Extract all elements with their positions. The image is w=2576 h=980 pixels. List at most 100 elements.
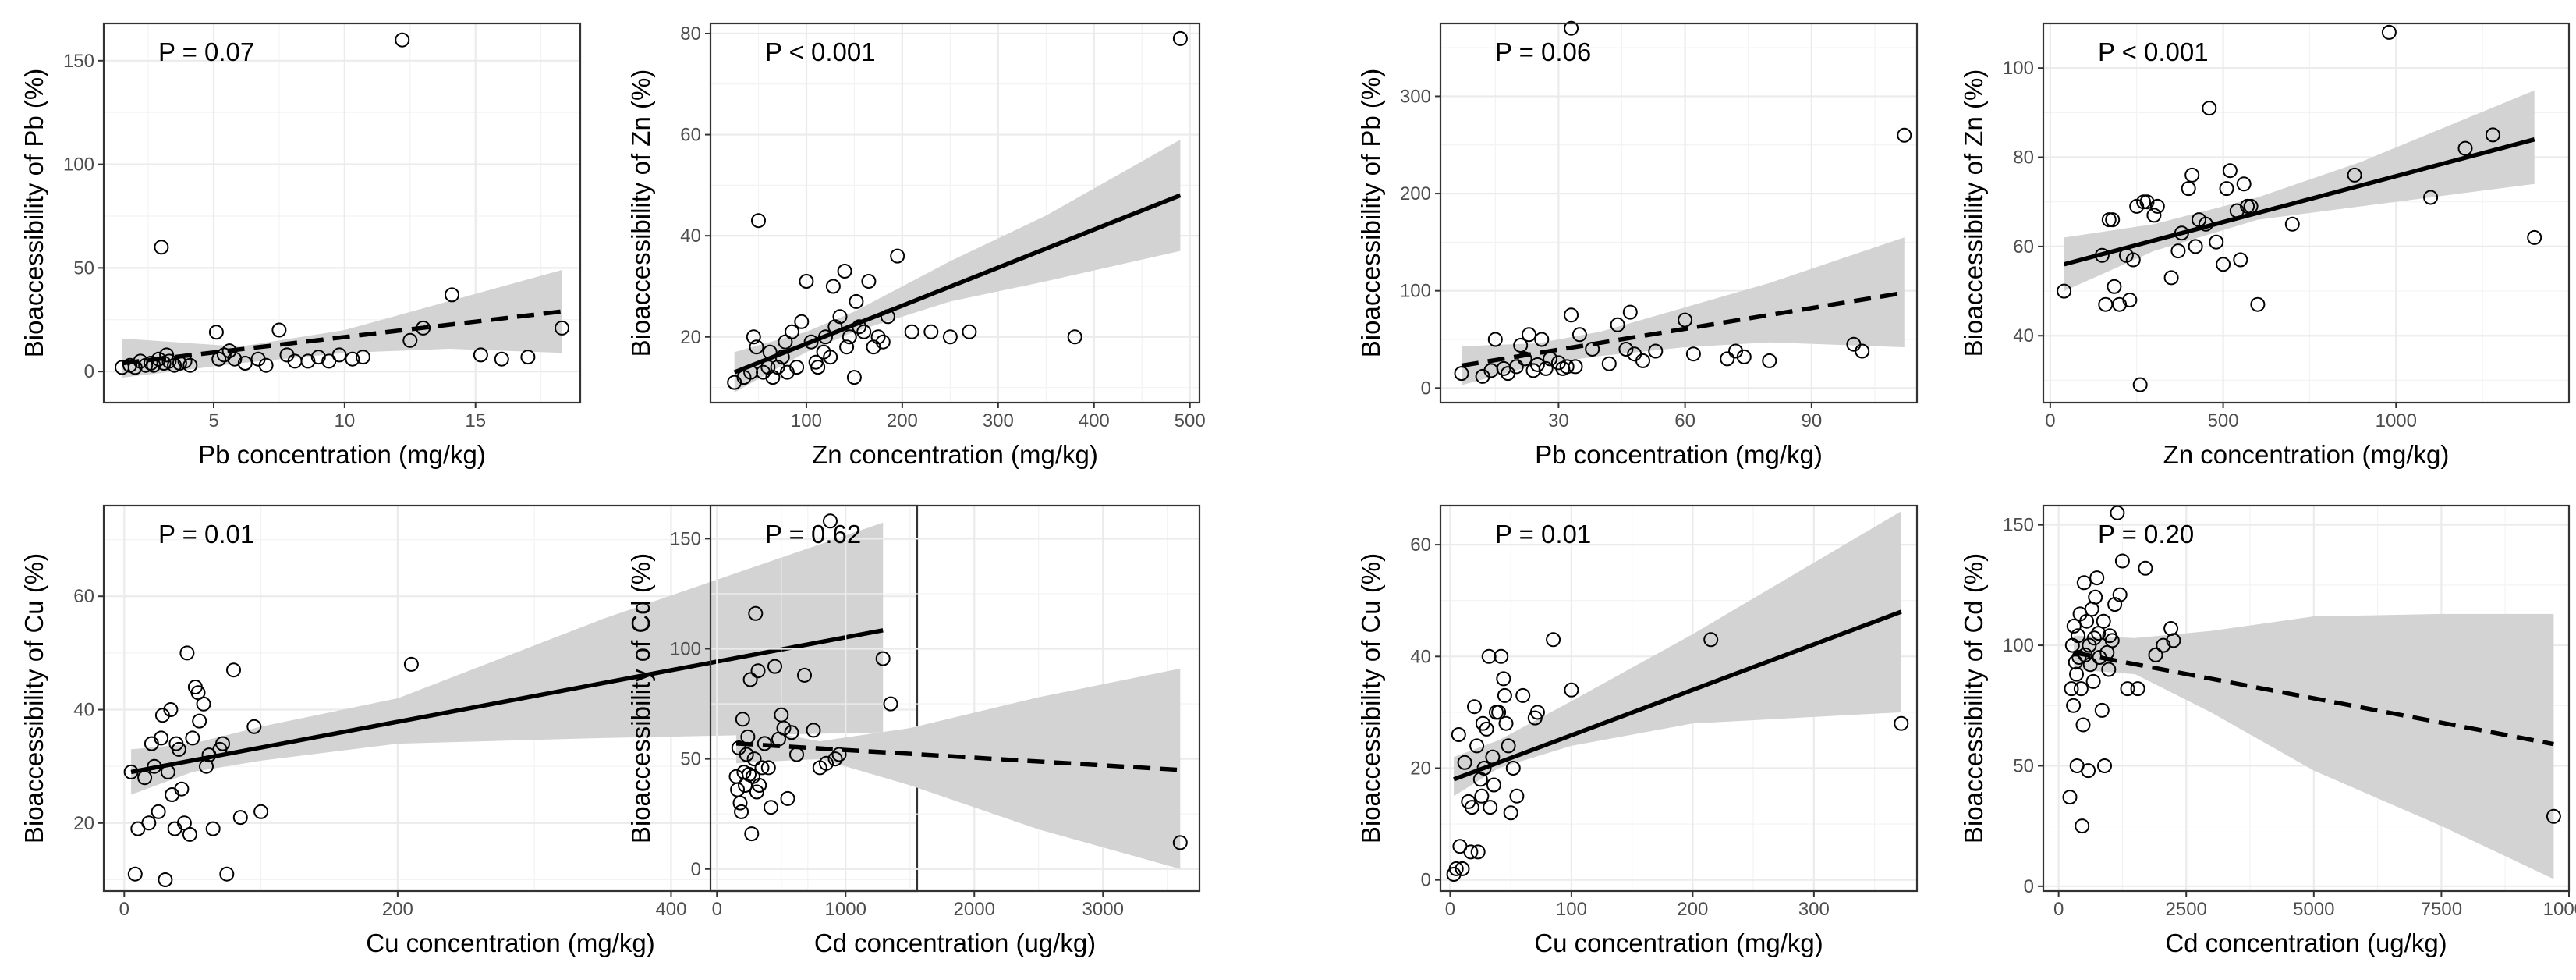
data-point bbox=[127, 866, 143, 882]
data-point bbox=[789, 360, 805, 375]
data-point bbox=[2112, 587, 2128, 602]
panel-cu-bioaccessibility-site1: 0 200 400 20 40 60 Cu concentration (mg/kg) Bio… bbox=[19, 504, 919, 957]
data-point bbox=[345, 351, 360, 367]
data-point bbox=[182, 826, 197, 842]
data-point bbox=[2209, 234, 2224, 250]
data-point bbox=[2085, 673, 2101, 689]
data-point bbox=[794, 314, 810, 329]
data-point bbox=[2082, 657, 2098, 673]
data-point bbox=[1529, 357, 1545, 372]
data-point bbox=[2170, 243, 2186, 259]
panel-border bbox=[2042, 504, 2571, 893]
data-point bbox=[2101, 212, 2117, 228]
x-tick-label: 90 bbox=[1801, 410, 1822, 431]
data-point bbox=[2098, 296, 2114, 312]
y-tick-label: 200 bbox=[1400, 183, 1431, 204]
panel-border bbox=[709, 22, 1201, 404]
y-tick-label: 150 bbox=[63, 51, 94, 72]
regression-line bbox=[1461, 290, 1905, 368]
data-point bbox=[1469, 738, 1485, 754]
p-value-label: P = 0.01 bbox=[1495, 520, 1591, 549]
panel-border bbox=[102, 504, 919, 893]
data-point bbox=[219, 866, 235, 882]
data-point bbox=[799, 274, 814, 289]
confidence-band bbox=[2074, 613, 2554, 879]
data-point bbox=[1451, 727, 1466, 742]
x-tick-label: 200 bbox=[887, 410, 918, 431]
data-point bbox=[2250, 296, 2266, 312]
data-point bbox=[842, 329, 857, 345]
data-point bbox=[403, 656, 419, 672]
x-axis-title: Cd concentration (ug/kg) bbox=[2165, 929, 2447, 957]
confidence-band bbox=[1462, 237, 1905, 385]
data-point bbox=[849, 293, 864, 309]
data-point bbox=[2089, 570, 2105, 586]
confidence-band bbox=[734, 140, 1181, 392]
data-point bbox=[870, 329, 886, 345]
data-point bbox=[300, 353, 316, 369]
data-point bbox=[171, 741, 186, 757]
regression-line bbox=[1453, 609, 1902, 782]
data-point bbox=[1483, 800, 1498, 815]
data-point bbox=[1487, 332, 1503, 347]
data-point bbox=[1067, 329, 1082, 345]
data-point bbox=[1618, 342, 1634, 357]
data-point bbox=[395, 32, 410, 48]
data-point bbox=[1517, 351, 1532, 367]
data-point bbox=[752, 778, 767, 793]
y-tick-label: 100 bbox=[63, 154, 94, 176]
data-point bbox=[445, 287, 459, 303]
x-tick-label: 2000 bbox=[954, 899, 995, 920]
panel-pb-bioaccessibility-site2: 30 60 90 0 100 200 300 Pb concentration (mg/kg)… bbox=[1356, 20, 1919, 469]
x-axis-title: Zn concentration (mg/kg) bbox=[812, 440, 1098, 469]
data-point bbox=[154, 730, 169, 746]
y-tick-label: 50 bbox=[73, 257, 94, 279]
data-point bbox=[1522, 327, 1536, 343]
x-tick-label: 60 bbox=[1674, 410, 1695, 431]
data-point bbox=[2081, 763, 2096, 779]
p-value-label: P < 0.001 bbox=[2098, 37, 2209, 66]
data-point bbox=[1601, 356, 1617, 371]
data-point bbox=[1564, 20, 1579, 36]
p-value-label: P < 0.001 bbox=[765, 37, 876, 66]
data-point bbox=[1494, 648, 1509, 664]
data-point bbox=[205, 821, 221, 836]
data-point bbox=[331, 347, 347, 363]
x-tick-label: 100 bbox=[791, 410, 822, 431]
y-tick-label: 50 bbox=[680, 749, 701, 770]
data-point bbox=[779, 364, 795, 380]
data-point bbox=[1762, 353, 1777, 368]
data-point bbox=[890, 248, 905, 264]
data-point bbox=[2082, 637, 2097, 653]
data-point bbox=[165, 787, 180, 802]
data-point bbox=[751, 213, 766, 229]
data-point bbox=[402, 332, 418, 348]
y-tick-label: 50 bbox=[2013, 755, 2034, 776]
x-tick-label: 10000 bbox=[2543, 899, 2576, 920]
data-point bbox=[1855, 343, 1870, 359]
data-point bbox=[2184, 167, 2200, 183]
y-axis-title: Bioaccessibility of Pb (%) bbox=[1356, 69, 1385, 357]
data-point bbox=[839, 339, 855, 355]
data-point bbox=[192, 713, 207, 729]
data-point bbox=[2381, 24, 2397, 40]
data-point bbox=[1571, 327, 1587, 343]
x-tick-label: 0 bbox=[1445, 899, 1455, 920]
data-point bbox=[154, 240, 169, 255]
data-point bbox=[923, 324, 939, 339]
x-tick-label: 400 bbox=[1079, 410, 1110, 431]
data-point bbox=[1515, 687, 1531, 703]
data-point bbox=[2347, 167, 2362, 183]
y-tick-label: 300 bbox=[1400, 86, 1431, 107]
panel-border bbox=[1439, 22, 1919, 404]
y-tick-label: 60 bbox=[680, 125, 701, 146]
data-point bbox=[823, 350, 838, 365]
x-tick-label: 200 bbox=[382, 899, 413, 920]
data-point bbox=[962, 324, 977, 339]
data-point bbox=[226, 662, 241, 678]
data-point bbox=[1508, 359, 1524, 375]
data-point bbox=[2073, 681, 2089, 697]
y-tick-label: 80 bbox=[2013, 147, 2034, 169]
data-point bbox=[246, 719, 262, 734]
